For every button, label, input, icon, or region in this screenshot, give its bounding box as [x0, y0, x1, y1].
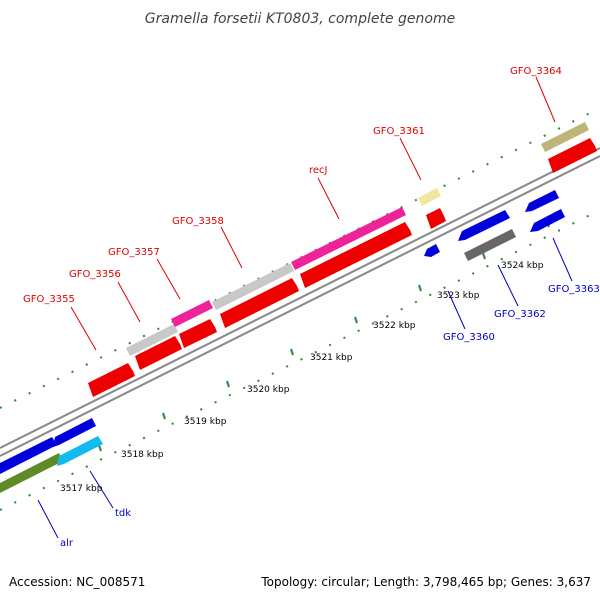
scale-tick — [482, 252, 486, 260]
cds-gfo-3357[interactable] — [179, 319, 217, 348]
gene-label: tdk — [115, 508, 131, 519]
scale-label: 3520 kbp — [247, 385, 290, 395]
cds-alr[interactable] — [0, 453, 63, 493]
cds-gfo-3355[interactable] — [88, 363, 135, 397]
leader-line — [89, 470, 114, 509]
cds-recj[interactable] — [300, 222, 412, 288]
genome-summary-text: Topology: circular; Length: 3,798,465 bp… — [260, 575, 591, 589]
scale-label: 3522 kbp — [373, 321, 416, 331]
backbone-line-lower — [0, 155, 600, 457]
leader-line — [535, 76, 556, 123]
cds-gfo-3361[interactable] — [426, 208, 446, 229]
gene-gfo-3356[interactable] — [126, 324, 178, 356]
leader-line — [117, 281, 141, 323]
leader-line — [220, 226, 243, 269]
scale-label: 3524 kbp — [501, 261, 544, 271]
gene-recj[interactable] — [291, 207, 406, 270]
gene-gfo-3360[interactable] — [424, 244, 440, 257]
cds-gfo-3362[interactable] — [464, 229, 516, 261]
gene-label: GFO_3357 — [108, 247, 160, 258]
leader-line — [447, 290, 466, 330]
leader-line — [70, 306, 97, 351]
scale-label: 3521 kbp — [310, 353, 353, 363]
forward-labels: GFO_3355 GFO_3356 GFO_3357 GFO_3358 recJ… — [23, 66, 562, 351]
scale-label: 3518 kbp — [121, 450, 164, 460]
gene-label: recJ — [309, 165, 328, 176]
gene-label: GFO_3364 — [510, 66, 562, 77]
gene-label: GFO_3362 — [494, 309, 546, 320]
forward-gene-track — [126, 122, 589, 356]
gene-gfo-3357[interactable] — [171, 300, 213, 327]
leader-line — [552, 237, 573, 282]
gene-label: GFO_3360 — [443, 332, 495, 343]
reverse-features — [0, 190, 565, 493]
scale-tick — [98, 444, 102, 452]
gene-label: GFO_3358 — [172, 216, 224, 227]
gene-gfo-3358[interactable] — [212, 263, 294, 310]
cds-gfo-3363[interactable] — [530, 209, 565, 232]
scale-tick — [418, 284, 422, 292]
map-title: Gramella forsetii KT0803, complete genom… — [145, 11, 455, 27]
leader-line — [497, 264, 519, 307]
scale-ticks — [98, 220, 550, 452]
gene-label: GFO_3356 — [69, 269, 121, 280]
gene-label: GFO_3355 — [23, 294, 75, 305]
gene-gfo-3364[interactable] — [541, 122, 589, 152]
gene-label: alr — [60, 538, 74, 549]
cds-gfo-3358[interactable] — [220, 278, 299, 328]
reverse-labels: alr tdk GFO_3360 GFO_3362 GFO_3363 — [37, 237, 600, 549]
gene-label: GFO_3361 — [373, 126, 425, 137]
forward-cds-track — [88, 138, 597, 397]
gene-gfo-3361[interactable] — [418, 188, 441, 206]
scale-tick — [226, 380, 230, 388]
leader-line — [156, 258, 181, 300]
backbone-line-upper — [0, 147, 600, 449]
cds-gfo-3356[interactable] — [135, 336, 182, 370]
leader-line — [37, 499, 59, 539]
outer-guide-lower — [0, 209, 600, 511]
gene-alr[interactable] — [0, 437, 57, 474]
scale-label: 3519 kbp — [184, 417, 227, 427]
scale-label: 3523 kbp — [437, 291, 480, 301]
scale-tick — [354, 316, 358, 324]
scale-tick — [290, 348, 294, 356]
accession-text: Accession: NC_008571 — [9, 575, 145, 589]
gene-label: GFO_3363 — [548, 284, 600, 295]
scale-label: 3517 kbp — [60, 484, 103, 494]
cds-gfo-3364[interactable] — [548, 138, 597, 173]
gene-gfo-3363[interactable] — [525, 190, 559, 212]
leader-line — [317, 177, 340, 220]
gene-tdk[interactable] — [53, 418, 96, 447]
gene-gfo-3362[interactable] — [458, 210, 510, 241]
cds-tdk[interactable] — [57, 436, 103, 466]
leader-line — [399, 137, 422, 181]
scale-tick — [162, 412, 166, 420]
